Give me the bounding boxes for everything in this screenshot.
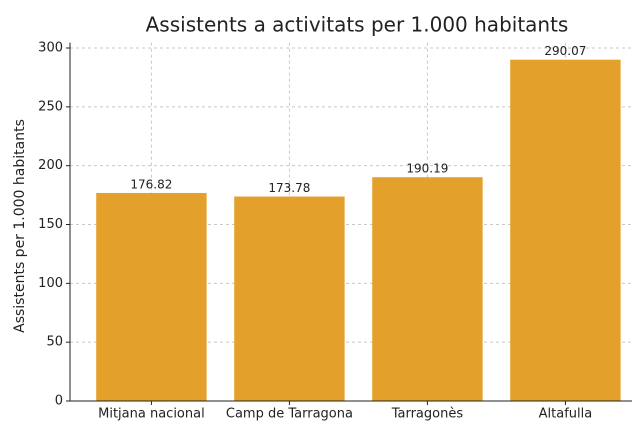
- value-label: 173.78: [268, 181, 310, 195]
- value-label: 190.19: [406, 162, 448, 176]
- y-tick-label: 300: [38, 41, 63, 56]
- value-label: 176.82: [130, 177, 172, 191]
- bar: [510, 59, 621, 402]
- y-tick-label: 250: [38, 99, 63, 114]
- y-tick-label: 150: [38, 217, 63, 232]
- x-tick-label: Mitjana nacional: [98, 407, 205, 421]
- chart-title: Assistents a activitats per 1.000 habita…: [146, 13, 569, 37]
- x-tick-label: Tarragonès: [391, 407, 464, 421]
- x-tick-label: Altafulla: [539, 407, 593, 421]
- value-label: 290.07: [544, 44, 586, 58]
- bar: [372, 177, 483, 401]
- y-tick-label: 200: [38, 158, 63, 173]
- bar: [96, 192, 207, 401]
- y-tick-label: 50: [46, 335, 63, 350]
- y-tick-label: 100: [38, 276, 63, 291]
- y-tick-label: 0: [55, 394, 63, 409]
- y-axis-label: Assistents per 1.000 habitants: [12, 119, 28, 333]
- x-tick-label: Camp de Tarragona: [226, 407, 353, 421]
- bar: [234, 196, 345, 401]
